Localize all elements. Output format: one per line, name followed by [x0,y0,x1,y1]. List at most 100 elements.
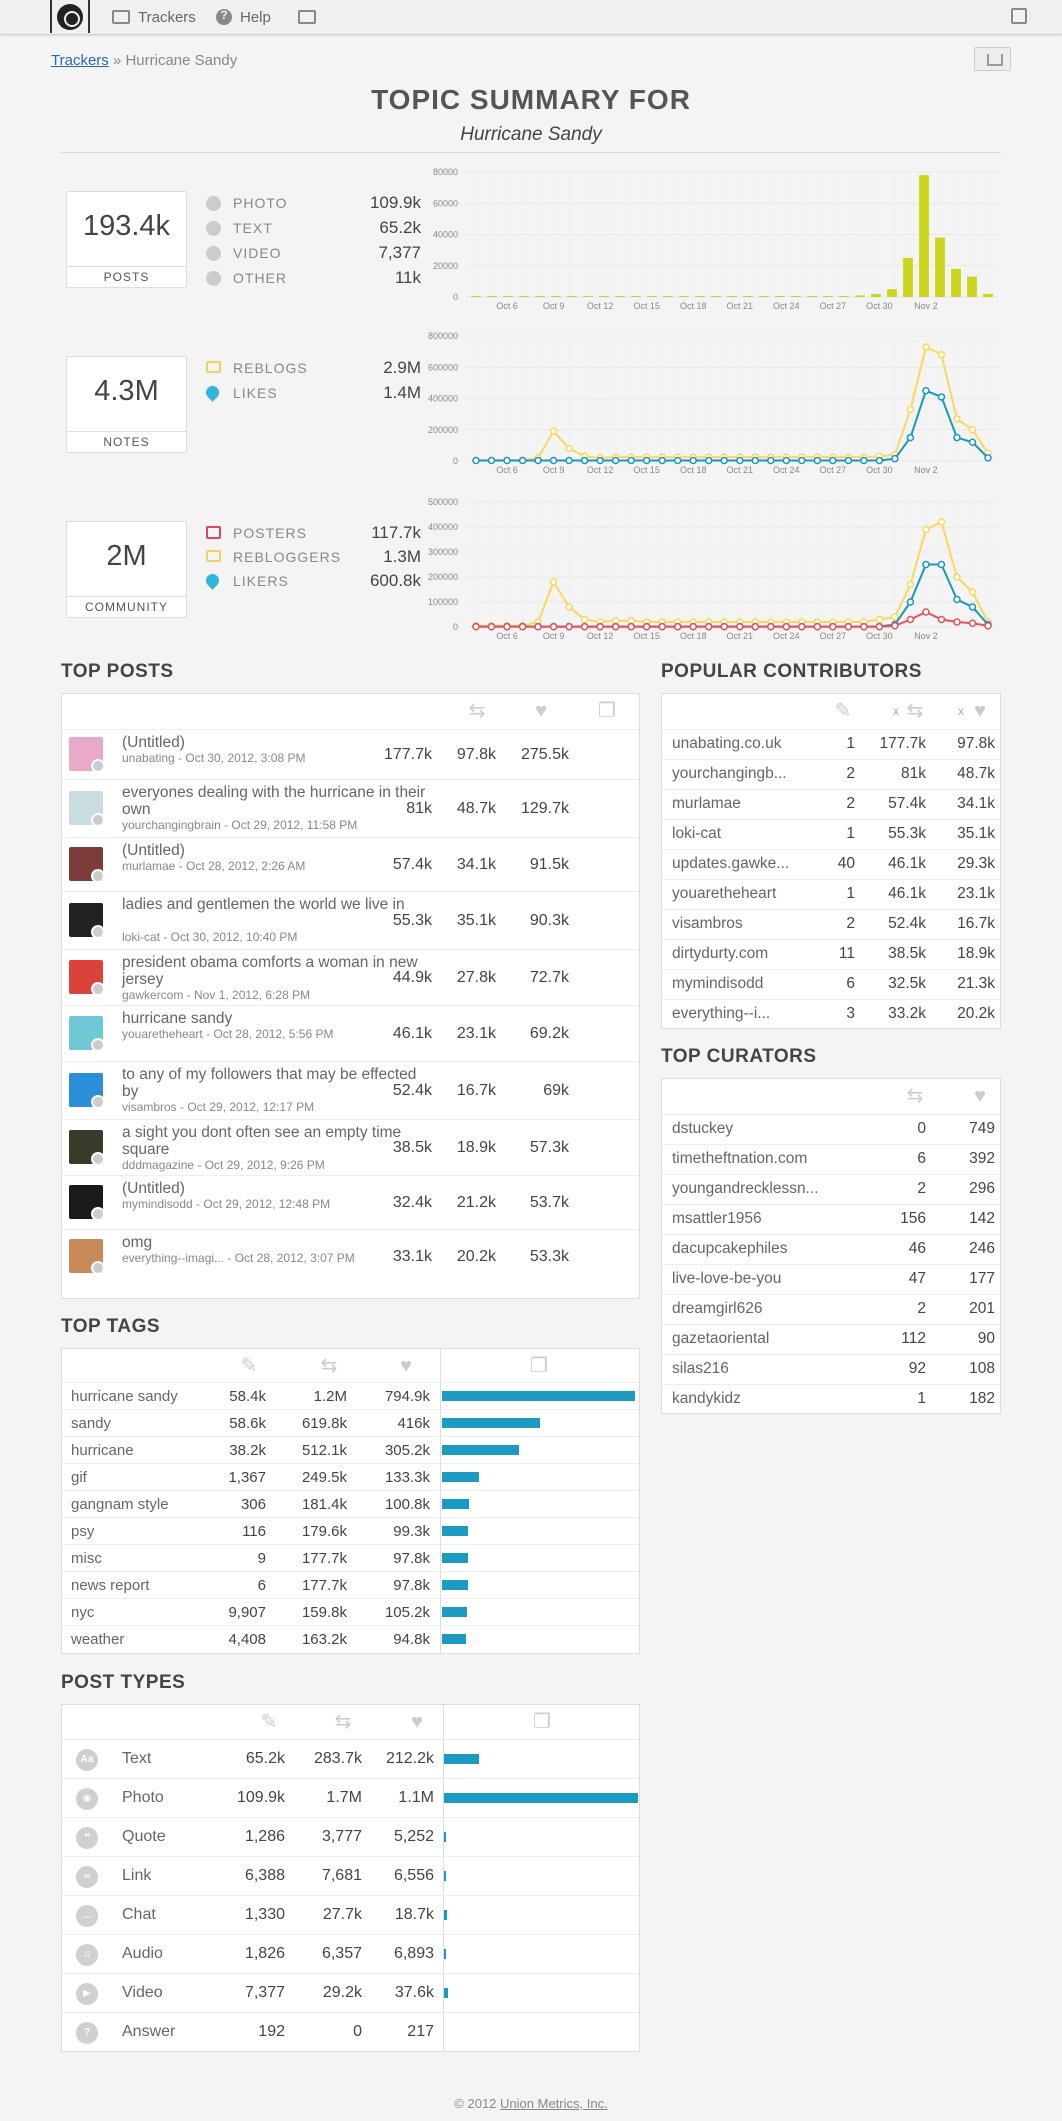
tag-row[interactable]: nyc 9,907 159.8k 105.2k [62,1598,639,1625]
post-type-row[interactable]: ❝ Quote 1,286 3,777 5,252 [62,1817,639,1856]
top-post-row[interactable]: ladies and gentlemen the world we live i… [62,891,639,949]
curator-name[interactable]: gazetaoriental [672,1330,770,1347]
post-title[interactable]: (Untitled) [122,734,185,751]
top-post-row[interactable]: (Untitled) mymindisodd - Oct 29, 2012, 12… [62,1175,639,1229]
post-type-row[interactable]: ♫ Audio 1,826 6,357 6,893 [62,1934,639,1973]
post-type-name[interactable]: Text [122,1750,152,1767]
post-avatar[interactable] [69,1073,103,1107]
post-title[interactable]: everyones dealing with the hurricane in … [122,784,426,818]
top-post-row[interactable]: to any of my followers that may be effec… [62,1061,639,1119]
tag-name[interactable]: hurricane sandy [71,1388,178,1405]
curator-row[interactable]: dreamgirl626 2 201 [662,1294,1000,1324]
post-type-row[interactable]: ▶ Video 7,377 29.2k 37.6k [62,1973,639,2012]
footer-company-link[interactable]: Union Metrics, Inc. [500,2096,608,2111]
curator-name[interactable]: timetheftnation.com [672,1150,808,1167]
contributor-name[interactable]: dirtydurty.com [672,945,769,962]
curator-row[interactable]: msattler1956 156 142 [662,1204,1000,1234]
post-title[interactable]: a sight you dont often see an empty time… [122,1124,402,1158]
contributor-name[interactable]: loki-cat [672,825,722,842]
contributor-row[interactable]: mymindisodd 6 32.5k 21.3k [662,969,1000,999]
tag-row[interactable]: hurricane 38.2k 512.1k 305.2k [62,1436,639,1463]
inbox-button[interactable] [974,47,1011,71]
app-logo[interactable] [50,0,90,33]
tag-name[interactable]: weather [71,1631,125,1648]
post-title[interactable]: president obama comforts a woman in new … [122,954,418,988]
post-title[interactable]: ladies and gentlemen the world we live i… [122,896,405,913]
contributor-name[interactable]: youaretheheart [672,885,777,902]
curator-row[interactable]: timetheftnation.com 6 392 [662,1144,1000,1174]
top-post-row[interactable]: everyones dealing with the hurricane in … [62,779,639,837]
contributor-row[interactable]: yourchangingb... 2 81k 48.7k [662,759,1000,789]
contributor-row[interactable]: youaretheheart 1 46.1k 23.1k [662,879,1000,909]
curator-row[interactable]: silas216 92 108 [662,1354,1000,1384]
post-type-row[interactable]: ? Answer 192 0 217 [62,2012,639,2051]
post-type-name[interactable]: Quote [122,1828,166,1845]
tag-row[interactable]: hurricane sandy 58.4k 1.2M 794.9k [62,1382,639,1409]
contributor-row[interactable]: murlamae 2 57.4k 34.1k [662,789,1000,819]
top-post-row[interactable]: hurricane sandy youaretheheart - Oct 28, … [62,1005,639,1061]
tag-name[interactable]: gangnam style [71,1496,169,1513]
curator-name[interactable]: dacupcakephiles [672,1240,788,1257]
post-avatar[interactable] [69,1185,103,1219]
nav-activity[interactable] [298,0,324,34]
contributor-row[interactable]: unabating.co.uk 1 177.7k 97.8k [662,729,1000,759]
top-post-row[interactable]: a sight you dont often see an empty time… [62,1119,639,1175]
account-icon[interactable] [1011,8,1027,24]
contributor-row[interactable]: updates.gawke... 40 46.1k 29.3k [662,849,1000,879]
post-title[interactable]: omg [122,1234,153,1251]
curator-row[interactable]: dacupcakephiles 46 246 [662,1234,1000,1264]
top-post-row[interactable]: omg everything--imagi... - Oct 28, 2012, … [62,1229,639,1283]
curator-name[interactable]: dstuckey [672,1120,734,1137]
post-type-row[interactable]: ◉ Photo 109.9k 1.7M 1.1M [62,1778,639,1817]
tag-row[interactable]: sandy 58.6k 619.8k 416k [62,1409,639,1436]
tag-name[interactable]: news report [71,1577,150,1594]
post-type-name[interactable]: Chat [122,1906,156,1923]
post-type-name[interactable]: Answer [122,2023,176,2040]
tag-row[interactable]: misc 9 177.7k 97.8k [62,1544,639,1571]
curator-row[interactable]: gazetaoriental 112 90 [662,1324,1000,1354]
post-avatar[interactable] [69,847,103,881]
curator-row[interactable]: live-love-be-you 47 177 [662,1264,1000,1294]
curator-row[interactable]: youngandrecklessn... 2 296 [662,1174,1000,1204]
contributor-row[interactable]: visambros 2 52.4k 16.7k [662,909,1000,939]
tag-name[interactable]: nyc [71,1604,95,1621]
contributor-row[interactable]: dirtydurty.com 11 38.5k 18.9k [662,939,1000,969]
post-avatar[interactable] [69,903,103,937]
tag-name[interactable]: sandy [71,1415,112,1432]
tag-row[interactable]: psy 116 179.6k 99.3k [62,1517,639,1544]
post-title[interactable]: (Untitled) [122,1180,185,1197]
breadcrumb-trackers-link[interactable]: Trackers [51,52,109,69]
post-title[interactable]: hurricane sandy [122,1010,233,1027]
curator-row[interactable]: kandykidz 1 182 [662,1384,1000,1414]
post-avatar[interactable] [69,737,103,771]
contributor-name[interactable]: unabating.co.uk [672,735,782,752]
contributor-row[interactable]: everything--i... 3 33.2k 20.2k [662,999,1000,1029]
curator-name[interactable]: live-love-be-you [672,1270,782,1287]
tag-name[interactable]: hurricane [71,1442,134,1459]
contributor-name[interactable]: murlamae [672,795,741,812]
curator-name[interactable]: msattler1956 [672,1210,762,1227]
tag-name[interactable]: gif [71,1469,87,1486]
contributor-row[interactable]: loki-cat 1 55.3k 35.1k [662,819,1000,849]
curator-name[interactable]: kandykidz [672,1390,741,1407]
post-type-name[interactable]: Video [122,1984,163,2001]
post-avatar[interactable] [69,791,103,825]
tag-name[interactable]: misc [71,1550,102,1567]
post-type-name[interactable]: Photo [122,1789,164,1806]
tag-row[interactable]: gif 1,367 249.5k 133.3k [62,1463,639,1490]
nav-help[interactable]: ? Help [216,0,271,34]
contributor-name[interactable]: everything--i... [672,1005,771,1022]
top-post-row[interactable]: president obama comforts a woman in new … [62,949,639,1005]
post-avatar[interactable] [69,1016,103,1050]
post-type-row[interactable]: Aa Text 65.2k 283.7k 212.2k [62,1739,639,1778]
post-type-row[interactable]: ∞ Link 6,388 7,681 6,556 [62,1856,639,1895]
post-title[interactable]: to any of my followers that may be effec… [122,1066,417,1100]
post-avatar[interactable] [69,1239,103,1273]
post-avatar[interactable] [69,960,103,994]
tag-row[interactable]: weather 4,408 163.2k 94.8k [62,1625,639,1652]
tag-row[interactable]: gangnam style 306 181.4k 100.8k [62,1490,639,1517]
contributor-name[interactable]: updates.gawke... [672,855,790,872]
curator-row[interactable]: dstuckey 0 749 [662,1114,1000,1144]
contributor-name[interactable]: yourchangingb... [672,765,787,782]
contributor-name[interactable]: mymindisodd [672,975,764,992]
